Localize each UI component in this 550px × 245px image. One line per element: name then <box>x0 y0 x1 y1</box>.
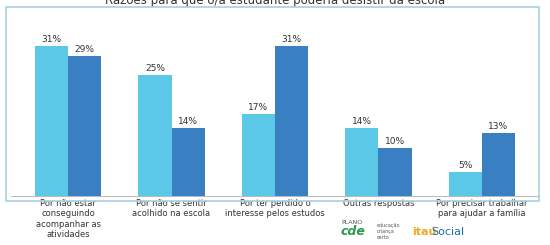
Text: Social: Social <box>432 227 465 236</box>
Title: Razões para que o/a estudante poderia desistir da escola: Razões para que o/a estudante poderia de… <box>105 0 445 7</box>
Text: 31%: 31% <box>282 35 301 44</box>
Bar <box>242 114 275 196</box>
Bar <box>378 148 411 196</box>
Legend: Com deficiência, Sem deficiência: Com deficiência, Sem deficiência <box>176 0 374 2</box>
Text: 10%: 10% <box>385 137 405 146</box>
Text: 14%: 14% <box>352 117 372 126</box>
Text: 25%: 25% <box>145 64 165 73</box>
Text: PLANO: PLANO <box>341 220 362 225</box>
Bar <box>35 46 68 196</box>
Text: 17%: 17% <box>249 103 268 112</box>
Bar <box>449 172 482 196</box>
Bar <box>68 56 101 196</box>
Text: 5%: 5% <box>458 161 472 170</box>
Bar <box>275 46 308 196</box>
Bar <box>345 128 378 196</box>
Text: 31%: 31% <box>41 35 62 44</box>
Text: cde: cde <box>341 225 366 238</box>
Text: itaú: itaú <box>412 227 437 236</box>
Bar <box>172 128 205 196</box>
Text: educação
criança
certo: educação criança certo <box>377 223 400 240</box>
Bar <box>139 75 172 196</box>
Bar <box>482 133 515 196</box>
Text: 29%: 29% <box>75 45 95 54</box>
Text: 14%: 14% <box>178 117 198 126</box>
Text: 13%: 13% <box>488 122 509 131</box>
